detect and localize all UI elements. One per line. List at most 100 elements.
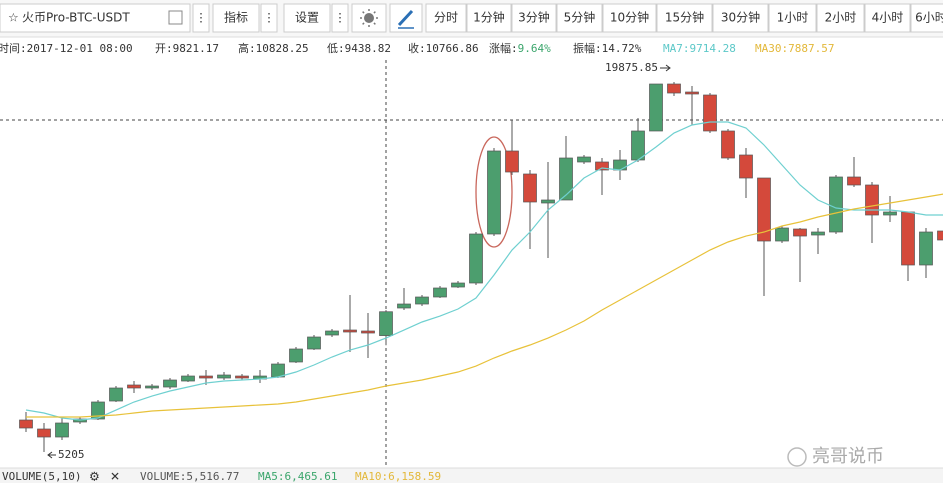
info-value: 14.72% [602,42,642,55]
info-label: 涨幅: [489,42,518,55]
interval-label[interactable]: 2小时 [825,11,857,25]
min-arrow-head [47,451,53,459]
candle-body [19,419,33,429]
interval-label[interactable]: 4小时 [872,11,904,25]
candle-body [649,83,663,132]
info-value: 10828.25 [256,42,309,55]
volume-item: MA5:6,465.61 [258,470,337,483]
info-label: MA30: [755,42,788,55]
info-label: 时间: [0,42,27,55]
info-value: 9.64% [518,42,551,55]
interval-label[interactable]: 5分钟 [564,10,596,25]
info-label: 低: [327,42,345,55]
info-value: 10766.86 [426,42,479,55]
interval-label[interactable]: 30分钟 [721,10,760,25]
interval-button[interactable] [425,3,467,33]
candle-body [397,303,411,309]
title-box[interactable] [0,3,191,33]
volume-value: 5,516.77 [186,470,239,483]
info-item: 涨幅:9.64% [489,42,551,55]
info-label: 振幅: [573,41,602,55]
volume-value: 6,465.61 [285,470,338,483]
candle-body [235,375,249,379]
candle-body [181,375,195,382]
candle-body [505,150,519,173]
interval-button[interactable] [910,3,943,33]
menu-button[interactable] [331,3,349,33]
candle-body [811,231,825,236]
volume-value: 6,158.59 [388,470,441,483]
menu-dots[interactable]: ⋮ [195,11,207,25]
candle-body [379,311,393,336]
candle-body [613,159,627,171]
settings-button[interactable] [283,3,331,33]
candle-body [433,287,447,298]
candle-body [721,130,735,159]
candle-body [127,384,141,389]
menu-dots[interactable]: ⋮ [334,11,346,25]
sun-ray [373,22,376,25]
interval-button[interactable] [466,3,512,33]
sun-ray [362,22,365,25]
gear-icon[interactable]: ⚙ [89,470,100,483]
candle-body [541,199,555,204]
volume-title: VOLUME(5,10) [2,470,81,483]
candle-body [55,422,69,438]
info-value: 9714.28 [690,42,736,55]
indicators-label[interactable]: 指标 [224,10,248,25]
interval-button[interactable] [656,3,713,33]
expand-icon[interactable] [168,10,183,25]
interval-button[interactable] [602,3,657,33]
volume-label: MA10: [355,470,388,483]
candle-body [631,130,645,161]
volume-item: MA10:6,158.59 [355,470,441,483]
interval-button[interactable] [864,3,911,33]
menu-button[interactable] [192,3,210,33]
interval-button[interactable] [816,3,865,33]
info-item: MA7:9714.28 [663,42,736,55]
moving-average-line [25,121,943,421]
title: 火币Pro-BTC-USDT [22,11,130,25]
interval-button[interactable] [556,3,603,33]
candle-body [829,176,843,233]
candle-body [523,173,537,203]
settings-label[interactable]: 设置 [295,11,319,25]
info-value: 9821.17 [173,42,219,55]
candle-body [883,211,897,216]
interval-label[interactable]: 3分钟 [518,10,550,25]
interval-button[interactable] [511,3,557,33]
menu-dots[interactable]: ⋮ [263,11,275,25]
info-value: 7887.57 [788,42,834,55]
close-icon[interactable]: ✕ [110,470,120,483]
interval-label[interactable]: 15分钟 [665,10,704,25]
sun-icon [364,13,374,23]
candle-body [937,230,943,241]
volume-label: VOLUME: [140,470,186,483]
candle-body [451,282,465,288]
candle-body [919,231,933,266]
interval-label[interactable]: 10分钟 [610,10,649,25]
watermark-icon [787,447,807,467]
candle-body [775,227,789,242]
sun-ray [362,11,365,14]
min-price-label: 5205 [58,448,85,461]
candle-body [109,387,123,402]
candle-body [271,363,285,378]
info-item: 时间:2017-12-01 08:00 [0,42,133,55]
volume-item: VOLUME:5,516.77 [140,470,239,483]
interval-label[interactable]: 1小时 [777,11,809,25]
interval-button[interactable] [712,3,769,33]
interval-label[interactable]: 分时 [434,11,458,25]
candle-body [703,94,717,132]
candle-body [865,184,879,216]
interval-button[interactable] [768,3,817,33]
menu-button[interactable] [260,3,278,33]
sun-ray [373,11,376,14]
info-value: 2017-12-01 08:00 [27,42,133,55]
interval-label[interactable]: 1分钟 [473,10,505,25]
interval-label[interactable]: 6小时 [915,11,943,25]
candle-body [343,329,357,333]
indicators-button[interactable] [212,3,260,33]
max-price-label: 19875.85 [605,61,658,74]
